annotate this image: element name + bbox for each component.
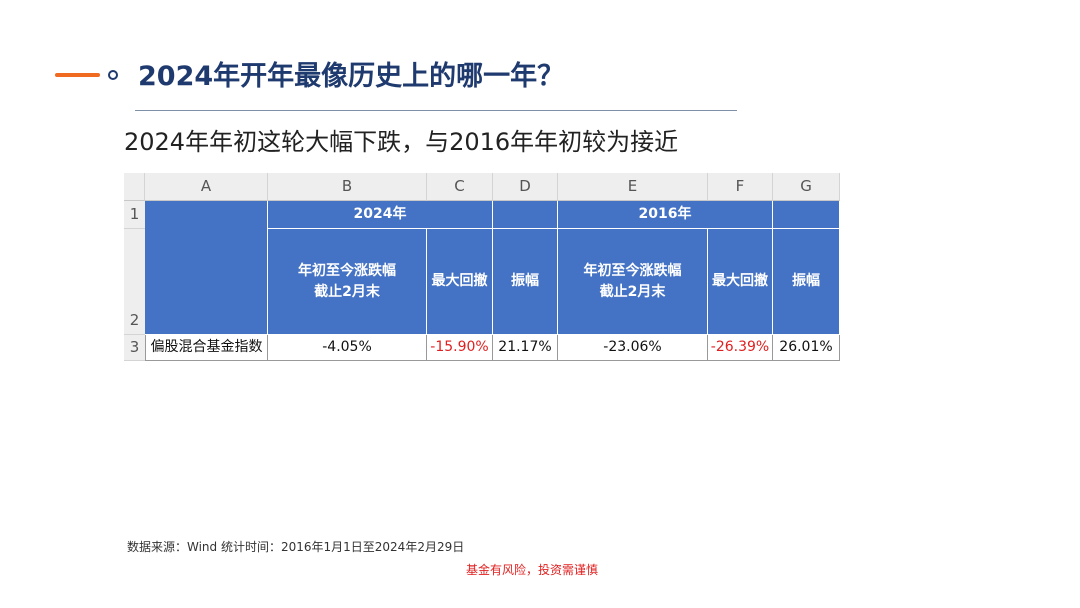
column-letter: F [708,173,773,201]
value-cell: -23.06% [558,335,708,361]
row-number: 2 [124,229,145,335]
column-header: 最大回撤 [427,229,493,335]
accent-dot [108,70,118,80]
column-letter: D [493,173,558,201]
row-number: 1 [124,201,145,229]
column-letter: G [773,173,840,201]
group-header: 2016年 [558,201,773,229]
header-cell [493,201,558,229]
column-header: 年初至今涨跌幅 截止2月末 [268,229,427,335]
value-cell: 26.01% [773,335,840,361]
title: 2024年开年最像历史上的哪一年？ [138,61,565,92]
divider [135,110,737,111]
disclaimer: 基金有风险，投资需谨慎 [466,563,599,577]
value-cell: -15.90% [427,335,493,361]
accent-line [55,73,100,77]
column-header: 年初至今涨跌幅 截止2月末 [558,229,708,335]
value-cell: 21.17% [493,335,558,361]
value-cell: -4.05% [268,335,427,361]
row-number: 3 [124,335,145,361]
header-cell [145,201,268,335]
source: 数据来源：Wind 统计时间：2016年1月1日至2024年2月29日 [127,540,465,554]
column-header: 振幅 [773,229,840,335]
column-header: 振幅 [493,229,558,335]
subtitle: 2024年年初这轮大幅下跌，与2016年年初较为接近 [124,128,679,156]
row-label: 偏股混合基金指数 [145,335,268,361]
column-letter: E [558,173,708,201]
corner [124,173,145,201]
column-header: 最大回撤 [708,229,773,335]
column-letter: B [268,173,427,201]
header-cell [773,201,840,229]
value-cell: -26.39% [708,335,773,361]
group-header: 2024年 [268,201,493,229]
column-letter: C [427,173,493,201]
column-letter: A [145,173,268,201]
